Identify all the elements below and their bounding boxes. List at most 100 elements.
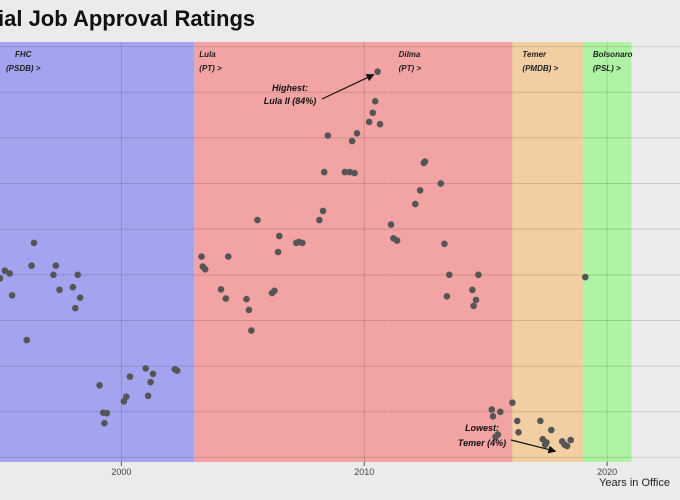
data-point [393,237,401,244]
data-point [496,408,504,416]
annotation-highest-heading: Highest: [272,83,308,93]
data-point [96,382,103,389]
period-party-label: (PT) > [199,64,222,73]
period-president-label: FHC [15,50,32,59]
data-point [319,207,327,215]
data-point [488,406,496,413]
data-point [201,266,209,273]
period-band [0,42,195,462]
data-point [28,262,35,269]
president-period-bands [0,42,632,462]
data-point [173,367,181,374]
x-axis: 2000 2010 2020 [111,462,617,477]
annotations: Highest: Lula II (84%) Lowest: Temer (4%) [264,74,557,454]
x-tick-label: 2000 [111,467,131,477]
data-point [387,221,395,228]
period-president-label: Lula [199,50,216,59]
data-point [76,294,84,301]
data-point [224,253,232,260]
data-point [469,286,476,294]
data-point [369,109,377,117]
data-point [69,283,77,291]
data-point [445,271,453,279]
data-point [8,292,16,299]
annotation-lowest-detail: Temer (4%) [458,438,506,448]
data-point [103,409,111,417]
data-point [421,158,429,165]
data-point [537,417,544,425]
data-point [6,270,14,277]
data-point [416,187,424,194]
data-point [30,239,38,247]
data-point [547,426,555,434]
data-point [563,442,571,450]
data-point [441,240,448,248]
period-president-label: Temer [522,50,547,59]
period-band [388,42,513,462]
period-band [512,42,583,462]
annotation-lowest-arrow [510,439,557,454]
data-point [543,439,550,446]
data-point [56,286,63,294]
data-point [348,137,356,145]
data-point [513,417,521,425]
data-point [71,304,79,312]
period-band [194,42,389,462]
data-point [515,429,522,436]
annotation-highest-arrow [321,74,375,100]
data-point [245,306,253,314]
data-point [443,292,451,300]
data-point [509,399,516,406]
period-president-label: Dilma [399,50,421,59]
data-point [374,68,381,75]
data-point [144,392,152,400]
data-points [0,68,589,450]
data-point [198,253,205,260]
data-point [581,273,589,281]
data-point [341,168,349,176]
period-party-label: (PMDB) > [522,64,558,73]
data-point [122,393,130,401]
annotation-highest-detail: Lula II (84%) [264,96,317,106]
data-point [475,271,482,279]
data-point [376,120,384,128]
data-point [353,130,361,137]
x-axis-label: Years in Office [599,477,670,489]
data-point [567,436,575,444]
data-point [248,327,255,334]
data-point [74,271,82,279]
period-party-label: (PT) > [399,64,422,73]
period-party-label: (PSL) > [593,64,621,73]
data-point [217,286,225,293]
data-point [0,275,4,282]
period-president-label: Bolsonaro [593,50,633,59]
data-point [320,168,328,176]
data-point [101,419,108,427]
data-point [411,200,419,208]
data-point [126,373,134,380]
data-point [222,295,230,302]
period-band [582,42,632,462]
chart-title: ial Job Approval Ratings [0,6,256,31]
data-point [324,132,332,139]
annotation-lowest-heading: Lowest: [465,423,499,433]
data-point [50,271,57,279]
data-point [351,169,358,177]
data-point [472,296,480,304]
data-point [274,248,282,256]
data-point [243,295,250,303]
period-party-label: (PSDB) > [6,64,41,73]
data-point [147,378,154,386]
data-point [254,216,261,224]
data-point [52,262,60,269]
data-point [23,336,31,344]
president-labels: FHC (PSDB) > Lula (PT) > Dilma (PT) > Temer (PM… [6,50,633,73]
data-point [142,365,150,372]
data-point [1,267,9,275]
data-point [494,431,502,438]
data-point [365,118,373,126]
data-point [275,232,283,240]
data-point [149,370,157,378]
data-point [316,216,323,224]
